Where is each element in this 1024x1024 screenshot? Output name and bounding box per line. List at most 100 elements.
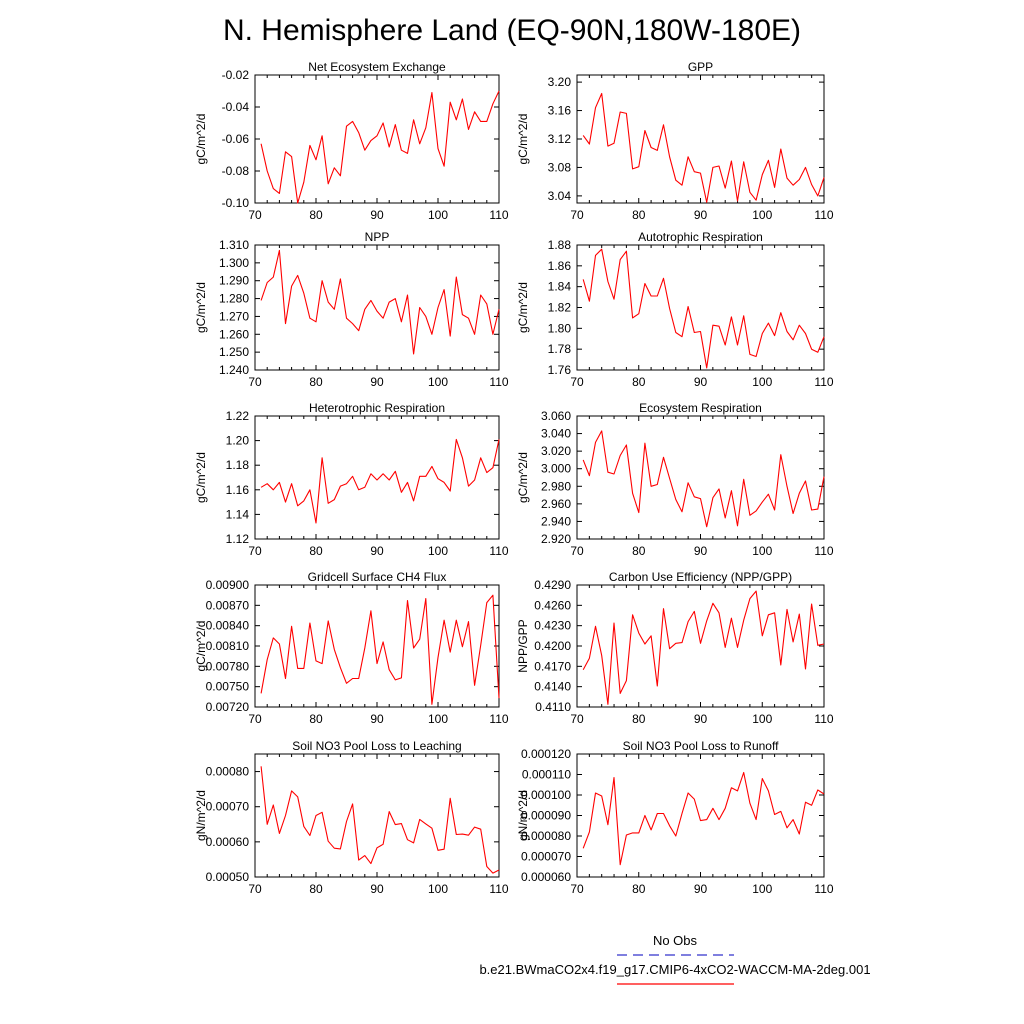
y-tick-label: 0.4230 <box>534 619 571 633</box>
x-tick-label: 100 <box>752 544 772 558</box>
y-tick-label: -0.04 <box>222 100 250 114</box>
series-line <box>582 92 825 203</box>
y-tick-label: 0.00900 <box>206 578 250 592</box>
x-tick-label: 100 <box>428 882 448 896</box>
y-tick-label: 3.060 <box>541 409 571 423</box>
y-tick-label: 1.14 <box>226 507 250 521</box>
y-tick-label: 0.4290 <box>534 578 571 592</box>
x-tick-label: 110 <box>489 882 508 896</box>
y-tick-label: -0.10 <box>222 196 250 210</box>
x-tick-label: 70 <box>570 544 584 558</box>
y-tick-label: 1.300 <box>219 256 249 270</box>
y-axis-label: gC/m^2/d <box>516 282 530 333</box>
x-tick-label: 90 <box>694 544 708 558</box>
series-line <box>260 438 500 524</box>
y-tick-label: 1.18 <box>226 458 250 472</box>
panel-autotrophic-respiration: Autotrophic Respiration gC/m^2/d 70 80 90 100… <box>516 230 834 389</box>
y-tick-label: 0.000090 <box>521 809 571 823</box>
series-line <box>582 430 825 528</box>
x-tick-label: 100 <box>428 544 448 558</box>
panel-title: Heterotrophic Respiration <box>309 401 445 415</box>
series-line <box>260 766 500 874</box>
panel-title: Net Ecosystem Exchange <box>308 60 446 74</box>
panel-title: Ecosystem Respiration <box>639 401 762 415</box>
y-tick-label: 0.00070 <box>206 800 250 814</box>
y-tick-label: 1.310 <box>219 238 249 252</box>
x-tick-label: 70 <box>570 208 584 222</box>
y-tick-label: 0.00870 <box>206 598 250 612</box>
y-tick-label: -0.02 <box>222 68 250 82</box>
x-tick-label: 100 <box>752 208 772 222</box>
panel-heterotrophic-respiration: Heterotrophic Respiration gC/m^2/d 70 80 90 1… <box>194 401 509 558</box>
x-tick-label: 110 <box>489 712 508 726</box>
figure-title: N. Hemisphere Land (EQ-90N,180W-180E) <box>223 14 801 47</box>
panel-npp: NPP gC/m^2/d 70 80 90 100 110 1.240 1.250 1.260 1.… <box>194 230 509 389</box>
y-axis-label: NPP/GPP <box>516 619 530 672</box>
x-tick-label: 90 <box>370 208 384 222</box>
series-line <box>582 248 825 369</box>
y-tick-label: 1.16 <box>226 483 250 497</box>
x-tick-label: 70 <box>248 882 262 896</box>
y-tick-label: 3.020 <box>541 444 571 458</box>
series-line <box>260 594 500 705</box>
y-tick-label: 0.00060 <box>206 835 250 849</box>
y-axis-label: gC/m^2/d <box>194 621 208 672</box>
series-line <box>260 249 500 355</box>
x-tick-label: 110 <box>814 375 833 389</box>
x-tick-label: 80 <box>632 712 646 726</box>
x-tick-label: 80 <box>309 208 323 222</box>
y-tick-label: 1.76 <box>548 363 572 377</box>
panel-title: Carbon Use Efficiency (NPP/GPP) <box>609 570 792 584</box>
y-axis-label: gC/m^2/d <box>516 114 530 165</box>
y-axis-label: gC/m^2/d <box>194 114 208 165</box>
y-axis-label: gC/m^2/d <box>516 452 530 503</box>
y-tick-label: 1.20 <box>226 434 250 448</box>
y-tick-label: 1.240 <box>219 363 249 377</box>
x-tick-label: 110 <box>814 882 833 896</box>
y-tick-label: 1.260 <box>219 327 249 341</box>
y-axis-label: gC/m^2/d <box>194 452 208 503</box>
y-tick-label: 1.22 <box>226 409 250 423</box>
y-axis-label: gN/m^2/d <box>194 790 208 841</box>
y-tick-label: 0.000120 <box>521 747 571 761</box>
x-tick-label: 100 <box>752 375 772 389</box>
y-tick-label: 1.290 <box>219 274 249 288</box>
x-tick-label: 80 <box>309 882 323 896</box>
panel-net-ecosystem-exchange: Net Ecosystem Exchange gC/m^2/d 70 80 90 100 1… <box>194 60 509 222</box>
y-tick-label: 1.280 <box>219 292 249 306</box>
y-tick-label: 0.00720 <box>206 700 250 714</box>
y-tick-label: 1.88 <box>548 238 572 252</box>
x-tick-label: 80 <box>632 882 646 896</box>
y-tick-label: 3.04 <box>548 189 572 203</box>
y-tick-label: 0.000110 <box>522 768 571 782</box>
panel-soil-no3-pool-loss-to-leaching: Soil NO3 Pool Loss to Leaching gN/m^2/d 70… <box>194 739 509 896</box>
x-tick-label: 70 <box>570 712 584 726</box>
y-tick-label: 0.4110 <box>535 700 571 714</box>
y-tick-label: 0.00840 <box>206 619 250 633</box>
x-tick-label: 90 <box>370 375 384 389</box>
y-tick-label: -0.08 <box>222 164 250 178</box>
y-tick-label: 3.040 <box>541 427 571 441</box>
panel-title: NPP <box>365 230 390 244</box>
y-axis-label: gC/m^2/d <box>194 282 208 333</box>
x-tick-label: 80 <box>309 544 323 558</box>
plot-frame <box>576 74 825 204</box>
series-line <box>582 590 825 705</box>
y-tick-label: 0.000080 <box>521 829 571 843</box>
x-tick-label: 70 <box>570 882 584 896</box>
x-tick-label: 90 <box>370 544 384 558</box>
y-tick-label: 0.00810 <box>206 639 250 653</box>
plot-frame <box>254 753 500 878</box>
x-tick-label: 110 <box>489 544 508 558</box>
x-tick-label: 110 <box>489 208 508 222</box>
x-tick-label: 70 <box>248 544 262 558</box>
y-tick-label: 1.86 <box>548 259 572 273</box>
y-tick-label: 0.4260 <box>534 598 571 612</box>
x-tick-label: 70 <box>248 375 262 389</box>
x-tick-label: 110 <box>814 208 833 222</box>
y-tick-label: 1.78 <box>548 342 572 356</box>
x-tick-label: 80 <box>632 544 646 558</box>
plot-frame <box>576 753 825 878</box>
panel-title: Soil NO3 Pool Loss to Leaching <box>292 739 461 753</box>
x-tick-label: 90 <box>694 375 708 389</box>
